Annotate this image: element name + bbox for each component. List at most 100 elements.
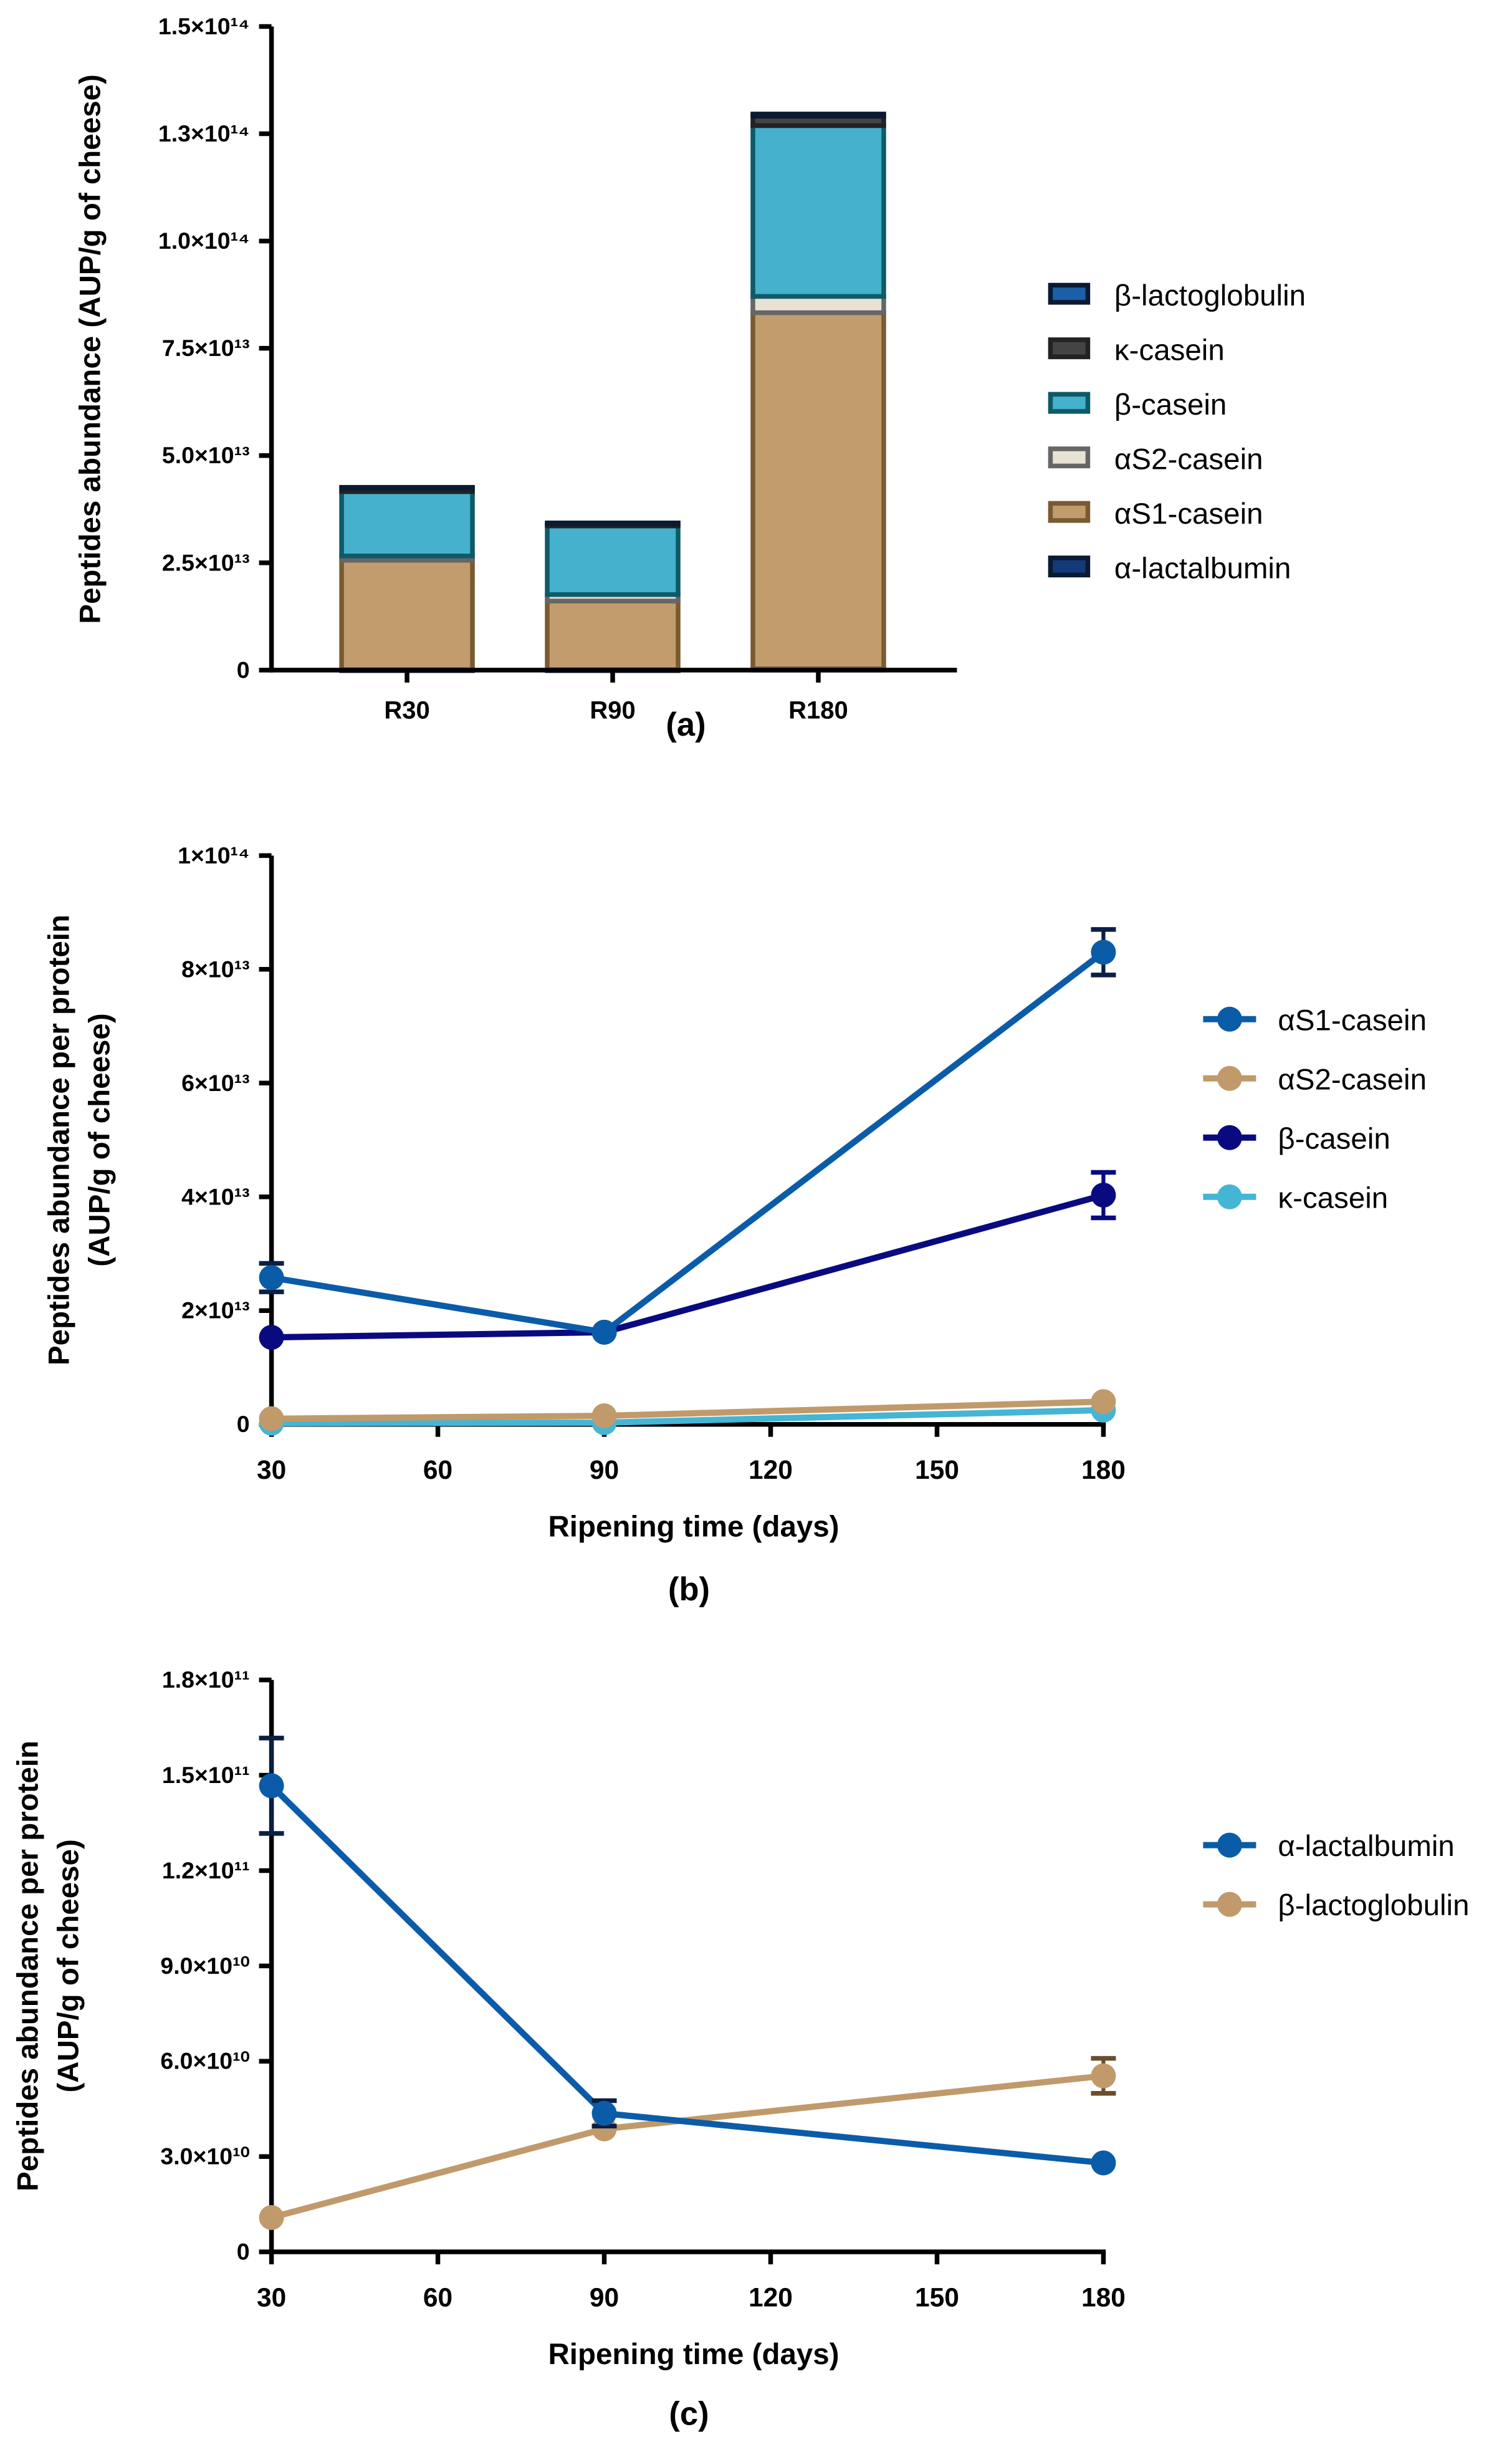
x-tick-label: R30 [384, 696, 429, 724]
y-tick-label: 8×10¹³ [181, 956, 249, 982]
y-tick-label: 1.0×10¹⁴ [158, 228, 250, 254]
x-axis-label: Ripening time (days) [548, 1511, 840, 1544]
data-point [259, 1265, 284, 1291]
legend-item: α-lactalbumin [1048, 552, 1291, 585]
legend-label: αS1-casein [1278, 1004, 1427, 1037]
y-axis-label: (AUP/g of cheese) [52, 1839, 85, 2092]
y-tick-label: 4×10¹³ [181, 1183, 249, 1209]
y-tick-label: 7.5×10¹³ [162, 335, 250, 361]
legend-item: β-lactoglobulin [1048, 279, 1306, 312]
panel-c: 0 3.0×10¹⁰ 6.0×10¹⁰ 9.0×10¹⁰ 1.2×10¹¹ 1.5×10¹… [12, 1666, 1470, 2432]
panel-label: (c) [669, 2396, 709, 2433]
legend-label: κ-casein [1278, 1181, 1388, 1214]
bar-segment-β-casein [545, 523, 681, 597]
bar-segment-β-casein [339, 489, 475, 559]
legend-marker [1217, 1184, 1242, 1209]
panel-b: 0 2×10¹³ 4×10¹³ 6×10¹³ 8×10¹³ 1×10¹⁴ 30 60 90 120… [43, 842, 1427, 1608]
bar-segment-β-lactoglobulin [750, 112, 886, 119]
x-tick-label: R180 [788, 696, 848, 724]
legend-label: αS1-casein [1114, 498, 1263, 531]
bar-segment-β-casein [750, 123, 886, 299]
legend-item: αS2-casein [1048, 443, 1263, 476]
bar-segment-αS1-casein [750, 310, 886, 671]
data-point [1091, 1183, 1116, 1208]
data-point [259, 1406, 284, 1431]
y-tick-label: 9.0×10¹⁰ [160, 1953, 249, 1979]
legend-label: α-lactalbumin [1114, 552, 1291, 585]
x-tick-label: 180 [1081, 1456, 1126, 1485]
x-tick-label: 90 [590, 1456, 619, 1485]
x-tick-label: 60 [423, 2284, 452, 2313]
legend-label: κ-casein [1114, 334, 1225, 367]
y-tick-label: 3.0×10¹⁰ [160, 2143, 249, 2170]
panel-label: (a) [666, 706, 706, 743]
data-point [259, 1773, 284, 1799]
data-point [259, 2204, 284, 2230]
x-tick-label: 60 [423, 1456, 452, 1485]
legend-label: β-lactoglobulin [1114, 279, 1306, 312]
x-tick-label: 180 [1081, 2284, 1126, 2313]
legend-marker [1217, 1125, 1242, 1150]
series-β-casein [259, 1170, 1116, 1350]
data-point [1091, 2063, 1116, 2089]
data-point [591, 2100, 617, 2126]
data-point [259, 1325, 284, 1350]
legend-marker [1217, 1006, 1242, 1032]
data-point [591, 1319, 617, 1345]
y-tick-label: 5.0×10¹³ [162, 442, 250, 468]
legend-swatch [1048, 446, 1091, 469]
y-axis-label: (AUP/g of cheese) [84, 1013, 117, 1266]
series-αS1-casein [259, 927, 1116, 1345]
bar-segment-αS1-casein [339, 557, 475, 672]
series-line [269, 1783, 1104, 2166]
legend-label: αS2-casein [1114, 443, 1263, 476]
legend-item: κ-casein [1048, 334, 1225, 367]
panel-a: R30 R90 R180 0 2.5×10¹³ 5.0×10¹³ 7.5×10¹³ 1.0×1… [74, 13, 1306, 743]
legend-label: β-casein [1278, 1122, 1390, 1155]
y-tick-label: 0 [237, 1411, 250, 1437]
y-tick-label: 1.8×10¹¹ [162, 1666, 250, 1693]
legend-swatch [1048, 501, 1091, 523]
legend-swatch [1048, 282, 1091, 305]
panel-label: (b) [668, 1571, 710, 1608]
legend-item: κ-casein [1203, 1181, 1388, 1214]
y-tick-label: 1.5×10¹⁴ [158, 13, 250, 39]
legend-item: β-casein [1203, 1122, 1390, 1155]
x-axis-label: Ripening time (days) [548, 2338, 840, 2371]
legend-swatch [1048, 392, 1091, 414]
y-tick-label: 1.5×10¹¹ [162, 1762, 250, 1788]
data-point [1091, 2150, 1116, 2176]
y-tick-label: 6.0×10¹⁰ [160, 2048, 249, 2074]
legend-item: αS1-casein [1203, 1004, 1427, 1037]
y-tick-label: 2×10¹³ [181, 1297, 249, 1324]
y-tick-label: 2.5×10¹³ [162, 549, 250, 575]
data-point [1091, 1389, 1116, 1415]
legend-swatch [1048, 555, 1091, 578]
x-tick-label: 120 [749, 2284, 793, 2313]
x-tick-label: 30 [257, 1456, 286, 1485]
y-tick-label: 6×10¹³ [181, 1070, 249, 1096]
legend-item: β-lactoglobulin [1203, 1889, 1470, 1922]
legend-label: αS2-casein [1278, 1063, 1427, 1096]
y-tick-label: 0 [237, 2239, 250, 2265]
legend-label: β-lactoglobulin [1278, 1889, 1469, 1922]
y-tick-label: 1.2×10¹¹ [162, 1857, 250, 1883]
y-axis-label: Peptides abundance per protein [12, 1741, 45, 2191]
data-point [591, 1403, 617, 1429]
x-tick-label: 150 [915, 2284, 959, 2313]
y-axis-label: Peptides abundance (AUP/g of cheese) [74, 74, 107, 623]
y-tick-label: 0 [237, 656, 250, 683]
bar-segment-αS2-casein [750, 294, 886, 315]
legend-swatch [1048, 337, 1091, 360]
y-axis-label: Peptides abundance per protein [43, 915, 76, 1365]
x-tick-label: R90 [590, 696, 635, 724]
legend-item: αS1-casein [1048, 498, 1263, 531]
x-tick-label: 90 [590, 2284, 619, 2313]
x-tick-label: 150 [915, 1456, 959, 1485]
legend-item: αS2-casein [1203, 1063, 1427, 1096]
legend-marker [1217, 1065, 1242, 1091]
legend-item: β-casein [1048, 388, 1227, 421]
legend-label: β-casein [1114, 388, 1227, 421]
series-αS2-casein [259, 1389, 1116, 1431]
legend-item: α-lactalbumin [1203, 1830, 1455, 1863]
